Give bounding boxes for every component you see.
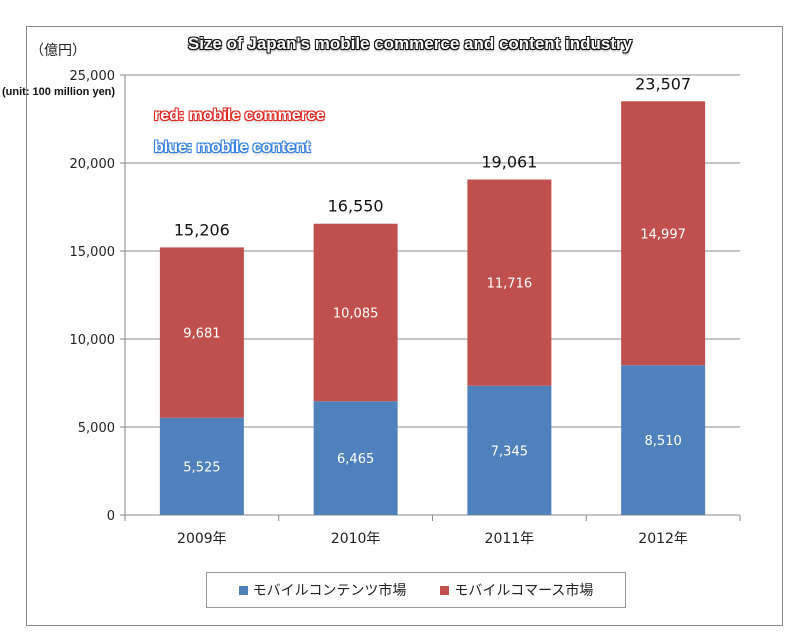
annotation-mobile-commerce: red: mobile commerce	[154, 107, 325, 124]
bar-segment	[159, 417, 244, 515]
y-tick-label: 15,000	[70, 245, 116, 260]
annotation-mobile-content: blue: mobile content	[154, 139, 311, 156]
bar-segment	[313, 223, 398, 402]
legend-item-content: モバイルコンテンツ市場	[238, 580, 407, 600]
y-tick-label: 20,000	[70, 157, 116, 172]
bar-value-label: 7,345	[491, 444, 528, 459]
bar-segment	[467, 385, 552, 515]
bar-value-label: 11,716	[487, 277, 533, 292]
x-tick-label: 2011年	[485, 531, 535, 547]
bar-segment	[621, 101, 706, 366]
chart-legend: モバイルコンテンツ市場 モバイルコマース市場	[206, 572, 626, 608]
y-axis-unit-note: (unit: 100 million yen)	[2, 86, 116, 98]
bar-value-label: 8,510	[645, 434, 682, 449]
legend-swatch-content	[238, 585, 248, 595]
y-tick-label: 0	[107, 509, 115, 524]
y-tick-label: 5,000	[78, 421, 115, 436]
bar-segment	[467, 179, 552, 386]
bar-value-label: 5,525	[183, 460, 220, 475]
legend-label-commerce: モバイルコマース市場	[454, 583, 594, 599]
bar-value-label: 9,681	[183, 327, 220, 342]
bar-segment	[621, 365, 706, 515]
y-tick-label: 10,000	[70, 333, 116, 348]
bar-total-label: 15,206	[174, 220, 230, 239]
x-tick-label: 2012年	[638, 531, 688, 547]
legend-label-content: モバイルコンテンツ市場	[252, 583, 407, 599]
bar-total-label: 16,550	[328, 197, 384, 216]
legend-swatch-commerce	[440, 585, 450, 595]
bar-total-label: 23,507	[635, 74, 691, 93]
bar-segment	[159, 247, 244, 418]
bar-value-label: 14,997	[640, 227, 686, 242]
x-tick-label: 2009年	[177, 531, 227, 547]
y-axis-unit-label: （億円）	[30, 43, 86, 59]
bar-value-label: 6,465	[337, 452, 374, 467]
legend-item-commerce: モバイルコマース市場	[440, 580, 593, 600]
x-tick-label: 2010年	[331, 531, 381, 547]
bar-segment	[313, 401, 398, 515]
bar-value-label: 10,085	[333, 306, 379, 321]
bar-total-label: 19,061	[481, 153, 537, 172]
chart-title: Size of Japan's mobile commerce and cont…	[187, 34, 633, 53]
y-tick-label: 25,000	[70, 69, 116, 84]
